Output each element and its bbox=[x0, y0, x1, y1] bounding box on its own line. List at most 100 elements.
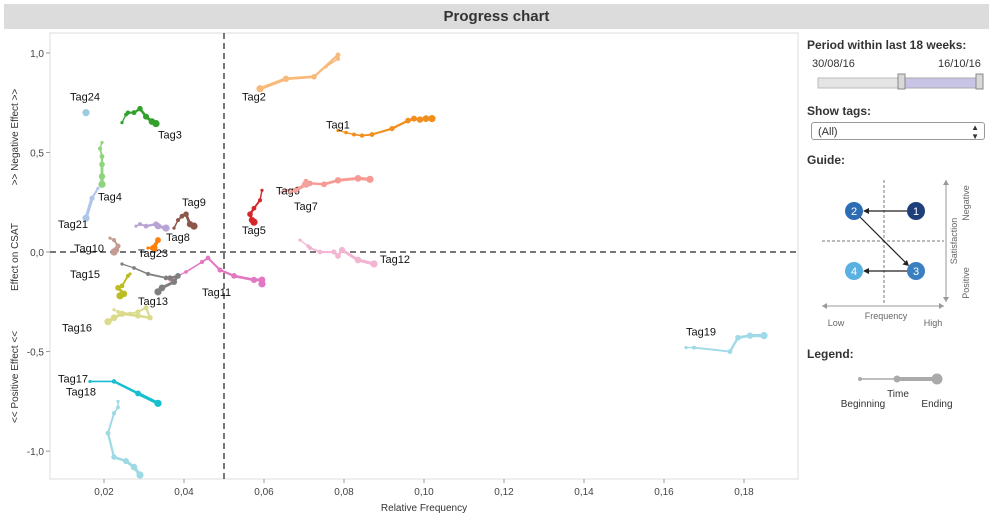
guide-high-label: High bbox=[924, 318, 943, 328]
tags-select-value: (All) bbox=[818, 126, 838, 138]
data-point bbox=[89, 195, 95, 201]
data-point bbox=[250, 276, 258, 283]
y-tick-label: -1,0 bbox=[27, 447, 45, 458]
guide-arrowhead-2-to-3 bbox=[902, 260, 909, 266]
data-point bbox=[116, 399, 120, 403]
series-tag10: Tag10 bbox=[74, 236, 121, 256]
guide-satisfaction-arrow-bottom bbox=[943, 297, 949, 302]
series-tag2: Tag2 bbox=[242, 52, 341, 104]
x-tick-label: 0,06 bbox=[254, 487, 274, 498]
series-tag4: Tag4 bbox=[98, 140, 122, 203]
series-tag15: Tag15 bbox=[70, 269, 132, 300]
series-label: Tag5 bbox=[242, 225, 266, 237]
data-point bbox=[155, 237, 161, 244]
slider-handle-end[interactable] bbox=[975, 73, 984, 90]
guide-node-3 bbox=[907, 262, 925, 280]
data-point bbox=[247, 211, 253, 217]
data-point bbox=[99, 161, 105, 168]
guide-arrowhead-1-to-2 bbox=[863, 208, 869, 214]
data-point bbox=[82, 109, 90, 117]
data-point bbox=[293, 187, 299, 193]
data-point bbox=[735, 334, 741, 341]
tags-select[interactable]: (All) ▲ ▼ bbox=[811, 122, 985, 141]
data-point bbox=[172, 226, 176, 230]
data-point bbox=[116, 292, 124, 300]
data-point bbox=[126, 273, 130, 278]
select-arrows-icon: ▲ ▼ bbox=[971, 123, 979, 141]
period-end-date: 16/10/16 bbox=[938, 58, 981, 70]
series-tag5: Tag5 bbox=[242, 188, 266, 237]
data-point bbox=[258, 280, 266, 288]
series-label: Tag12 bbox=[380, 254, 410, 266]
data-point bbox=[119, 283, 125, 289]
guide-node-4-label: 4 bbox=[851, 266, 857, 278]
series-label: Tag11 bbox=[202, 287, 231, 299]
y-tick-label: -0,5 bbox=[27, 348, 45, 359]
slider-handle-start[interactable] bbox=[897, 73, 906, 90]
data-point bbox=[98, 173, 106, 180]
show-tags-label: Show tags: bbox=[807, 104, 872, 118]
data-point bbox=[422, 115, 430, 123]
slider-selected-range bbox=[901, 77, 981, 89]
data-point bbox=[135, 390, 141, 397]
data-point bbox=[131, 110, 137, 116]
data-point bbox=[416, 116, 424, 123]
data-point bbox=[96, 186, 100, 190]
series-label: Tag7 bbox=[294, 201, 318, 213]
data-point bbox=[184, 270, 188, 274]
guide-node-1-label: 1 bbox=[913, 206, 919, 218]
legend-dot-time bbox=[893, 375, 901, 383]
data-point bbox=[167, 275, 173, 281]
series-tag3: Tag3 bbox=[120, 105, 182, 142]
period-slider[interactable] bbox=[817, 73, 984, 90]
data-point bbox=[411, 115, 417, 122]
x-tick-label: 0,02 bbox=[94, 487, 114, 498]
data-point bbox=[127, 311, 133, 316]
data-point bbox=[82, 214, 90, 222]
data-point bbox=[154, 399, 162, 407]
series-segment bbox=[133, 267, 149, 275]
series-label: Tag17 bbox=[58, 373, 88, 385]
x-tick-label: 0,10 bbox=[414, 487, 434, 498]
guide-satisfaction-arrow-top bbox=[943, 180, 949, 185]
series-label: Tag9 bbox=[182, 197, 206, 209]
data-point bbox=[130, 463, 138, 471]
series-tag18: Tag18 bbox=[66, 386, 144, 479]
series-tag13: Tag13 bbox=[120, 262, 181, 308]
data-point bbox=[190, 222, 198, 230]
data-point bbox=[727, 349, 733, 354]
guide-positive-label: Positive bbox=[961, 267, 971, 299]
guide-label: Guide: bbox=[807, 153, 845, 167]
series-tag9: Tag9 bbox=[172, 197, 206, 230]
data-point bbox=[143, 223, 149, 229]
data-point bbox=[145, 271, 151, 277]
data-point bbox=[104, 318, 112, 326]
data-point bbox=[354, 174, 362, 182]
chart-title: Progress chart bbox=[443, 8, 550, 25]
guide-node-2-label: 2 bbox=[851, 206, 857, 218]
x-axis-ticks: 0,02 0,04 0,06 0,08 0,10 0,12 0,14 0,16 0,18 bbox=[94, 479, 754, 498]
guide-frequency-arrow-right bbox=[939, 303, 944, 309]
data-point bbox=[335, 253, 341, 259]
series-label: Tag15 bbox=[70, 269, 100, 281]
legend-dot-ending bbox=[931, 373, 943, 385]
data-point bbox=[111, 379, 117, 384]
data-point bbox=[205, 255, 211, 261]
data-point bbox=[331, 249, 337, 255]
data-point bbox=[150, 244, 158, 252]
data-point bbox=[98, 180, 106, 188]
series-segment bbox=[112, 380, 140, 395]
series-tag7: Tag7 bbox=[288, 180, 318, 213]
guide-arrow-2-to-3 bbox=[859, 216, 908, 265]
data-point bbox=[88, 379, 92, 384]
series-segment bbox=[206, 256, 222, 271]
data-point bbox=[142, 113, 150, 120]
x-tick-label: 0,04 bbox=[174, 487, 194, 498]
legend-dot-beginning bbox=[858, 377, 862, 381]
data-point bbox=[112, 308, 116, 312]
series-label: Tag2 bbox=[242, 92, 266, 104]
series-tag17: Tag17 bbox=[58, 373, 162, 407]
data-point bbox=[116, 309, 120, 314]
series-segment bbox=[284, 75, 316, 81]
series-tag21: Tag21 bbox=[58, 186, 100, 231]
